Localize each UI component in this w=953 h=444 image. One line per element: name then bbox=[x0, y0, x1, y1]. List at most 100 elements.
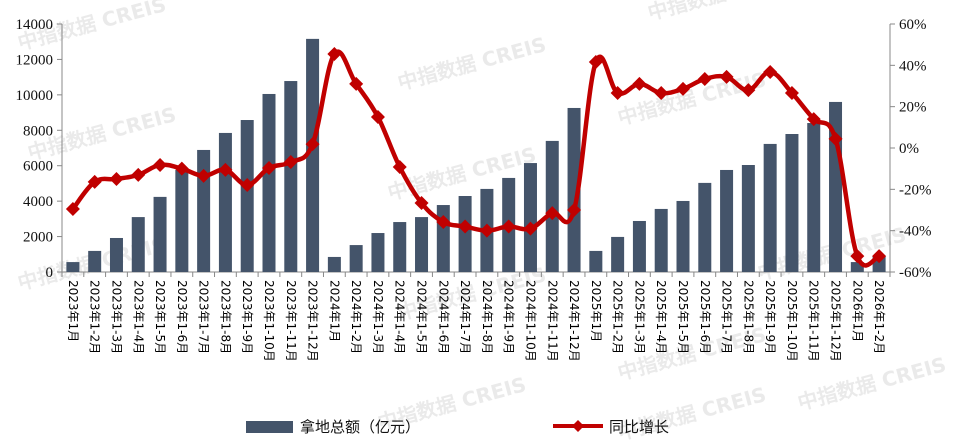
diamond-marker-icon bbox=[872, 249, 887, 264]
diamond-marker-icon bbox=[763, 64, 778, 79]
watermark-text: 中指数据 CREIS bbox=[645, 0, 799, 25]
left-axis-tick-label: 10000 bbox=[16, 88, 54, 104]
diamond-marker-icon bbox=[697, 71, 712, 86]
diamond-marker-icon bbox=[196, 168, 211, 183]
bar bbox=[393, 222, 407, 272]
diamond-marker-icon bbox=[806, 112, 821, 127]
diamond-marker-icon bbox=[523, 221, 538, 236]
diamond-marker-icon bbox=[567, 203, 582, 217]
bar bbox=[131, 217, 145, 272]
bar bbox=[567, 107, 581, 272]
x-axis-category-label: 2025年1月 bbox=[589, 280, 603, 342]
bar bbox=[654, 208, 668, 272]
diamond-marker-icon bbox=[153, 157, 168, 172]
diamond-marker-icon bbox=[349, 76, 364, 91]
x-axis-category-label: 2024年1-8月 bbox=[480, 280, 494, 354]
x-axis-category-label: 2023年1-11月 bbox=[284, 280, 298, 362]
diamond-marker-icon bbox=[283, 155, 298, 170]
bar bbox=[415, 217, 429, 272]
right-axis-tick-label: 0% bbox=[899, 141, 919, 157]
right-axis-tick-label: -40% bbox=[899, 224, 932, 240]
diamond-marker-icon bbox=[458, 219, 473, 234]
x-axis-category-label: 2025年1-6月 bbox=[698, 280, 712, 354]
bar bbox=[698, 182, 712, 272]
x-axis-category-label: 2025年1-7月 bbox=[720, 280, 734, 354]
right-axis-tick-label: -20% bbox=[899, 182, 932, 198]
legend-line-label: 同比增长 bbox=[609, 418, 669, 436]
x-axis-category-label: 2026年1-2月 bbox=[872, 280, 886, 354]
right-axis-tick-label: -60% bbox=[899, 265, 932, 281]
x-axis-category-label: 2023年1月 bbox=[66, 280, 80, 342]
legend-bar-label: 拿地总额（亿元） bbox=[300, 418, 420, 436]
x-axis-category-label: 2024年1-2月 bbox=[349, 280, 363, 354]
diamond-marker-icon bbox=[218, 162, 233, 177]
x-axis-category-label: 2024年1-6月 bbox=[436, 280, 450, 354]
x-axis-labels: 2023年1月 2023年1-2月 2023年1-3月 2023年1-4月 2023年1… bbox=[66, 280, 886, 362]
x-axis-category-label: 2023年1-5月 bbox=[153, 280, 167, 354]
x-axis-category-label: 2024年1-5月 bbox=[415, 280, 429, 354]
x-axis-category-label: 2023年1-9月 bbox=[240, 280, 254, 354]
diamond-marker-icon bbox=[370, 110, 385, 124]
diamond-marker-icon bbox=[850, 249, 865, 264]
diamond-marker-icon bbox=[131, 167, 146, 182]
diamond-marker-icon bbox=[262, 161, 276, 176]
bar bbox=[458, 196, 472, 272]
bar bbox=[523, 163, 537, 272]
legend-diamond-marker-icon bbox=[572, 420, 584, 432]
bar bbox=[807, 123, 821, 272]
bar bbox=[306, 38, 320, 272]
x-axis-category-label: 2024年1-9月 bbox=[502, 280, 516, 354]
bar bbox=[175, 169, 189, 272]
diamond-marker-icon bbox=[610, 86, 625, 101]
x-axis-category-label: 2023年1-10月 bbox=[262, 280, 276, 362]
bar bbox=[720, 169, 734, 272]
legend: 拿地总额（亿元） 同比增长 bbox=[246, 418, 669, 436]
bar bbox=[88, 250, 102, 272]
bar bbox=[785, 134, 799, 272]
bar bbox=[850, 262, 864, 272]
left-axis-tick-label: 2000 bbox=[23, 230, 53, 246]
diamond-marker-icon bbox=[654, 86, 669, 101]
x-axis-category-label: 2025年1-10月 bbox=[785, 280, 799, 362]
x-axis-category-label: 2025年1-9月 bbox=[763, 280, 777, 354]
x-axis-category-label: 2023年1-6月 bbox=[175, 280, 189, 354]
x-axis-category-label: 2025年1-11月 bbox=[807, 280, 821, 362]
line-series-yoy-growth bbox=[65, 46, 887, 268]
diamond-marker-icon bbox=[240, 177, 255, 192]
bar bbox=[589, 250, 603, 272]
bar bbox=[611, 236, 625, 272]
diamond-marker-icon bbox=[414, 195, 429, 210]
bar bbox=[66, 262, 80, 272]
x-axis-category-label: 2024年1月 bbox=[327, 280, 341, 342]
diamond-marker-icon bbox=[479, 223, 494, 238]
bar bbox=[327, 256, 341, 272]
x-axis-category-label: 2023年1-4月 bbox=[131, 280, 145, 354]
bar bbox=[632, 220, 646, 272]
x-axis-category-label: 2023年1-8月 bbox=[218, 280, 232, 354]
diamond-marker-icon bbox=[174, 161, 189, 176]
x-axis-category-label: 2023年1-2月 bbox=[88, 280, 102, 354]
x-axis-category-label: 2025年1-2月 bbox=[611, 280, 625, 354]
bar bbox=[741, 165, 755, 272]
bar bbox=[153, 196, 167, 272]
bar bbox=[109, 237, 123, 272]
diamond-marker-icon bbox=[545, 206, 560, 221]
x-axis-category-label: 2023年1-7月 bbox=[197, 280, 211, 354]
watermark-text: 中指数据 CREIS bbox=[395, 32, 549, 95]
legend-bar-swatch bbox=[246, 421, 293, 433]
x-axis-category-label: 2025年1-8月 bbox=[741, 280, 755, 354]
bar bbox=[197, 149, 211, 272]
bar bbox=[284, 81, 298, 272]
diamond-marker-icon bbox=[109, 172, 124, 186]
x-axis-category-label: 2023年1-12月 bbox=[306, 280, 320, 362]
diamond-marker-icon bbox=[588, 55, 603, 70]
bar bbox=[349, 245, 363, 272]
bar bbox=[676, 200, 690, 272]
left-axis-tick-label: 8000 bbox=[23, 123, 53, 139]
x-axis-category-label: 2024年1-12月 bbox=[567, 280, 581, 362]
diamond-marker-icon bbox=[392, 160, 407, 175]
left-axis-tick-label: 14000 bbox=[16, 17, 54, 33]
x-axis-category-label: 2025年1-12月 bbox=[829, 280, 843, 362]
x-axis-category-label: 2023年1-3月 bbox=[109, 280, 123, 354]
